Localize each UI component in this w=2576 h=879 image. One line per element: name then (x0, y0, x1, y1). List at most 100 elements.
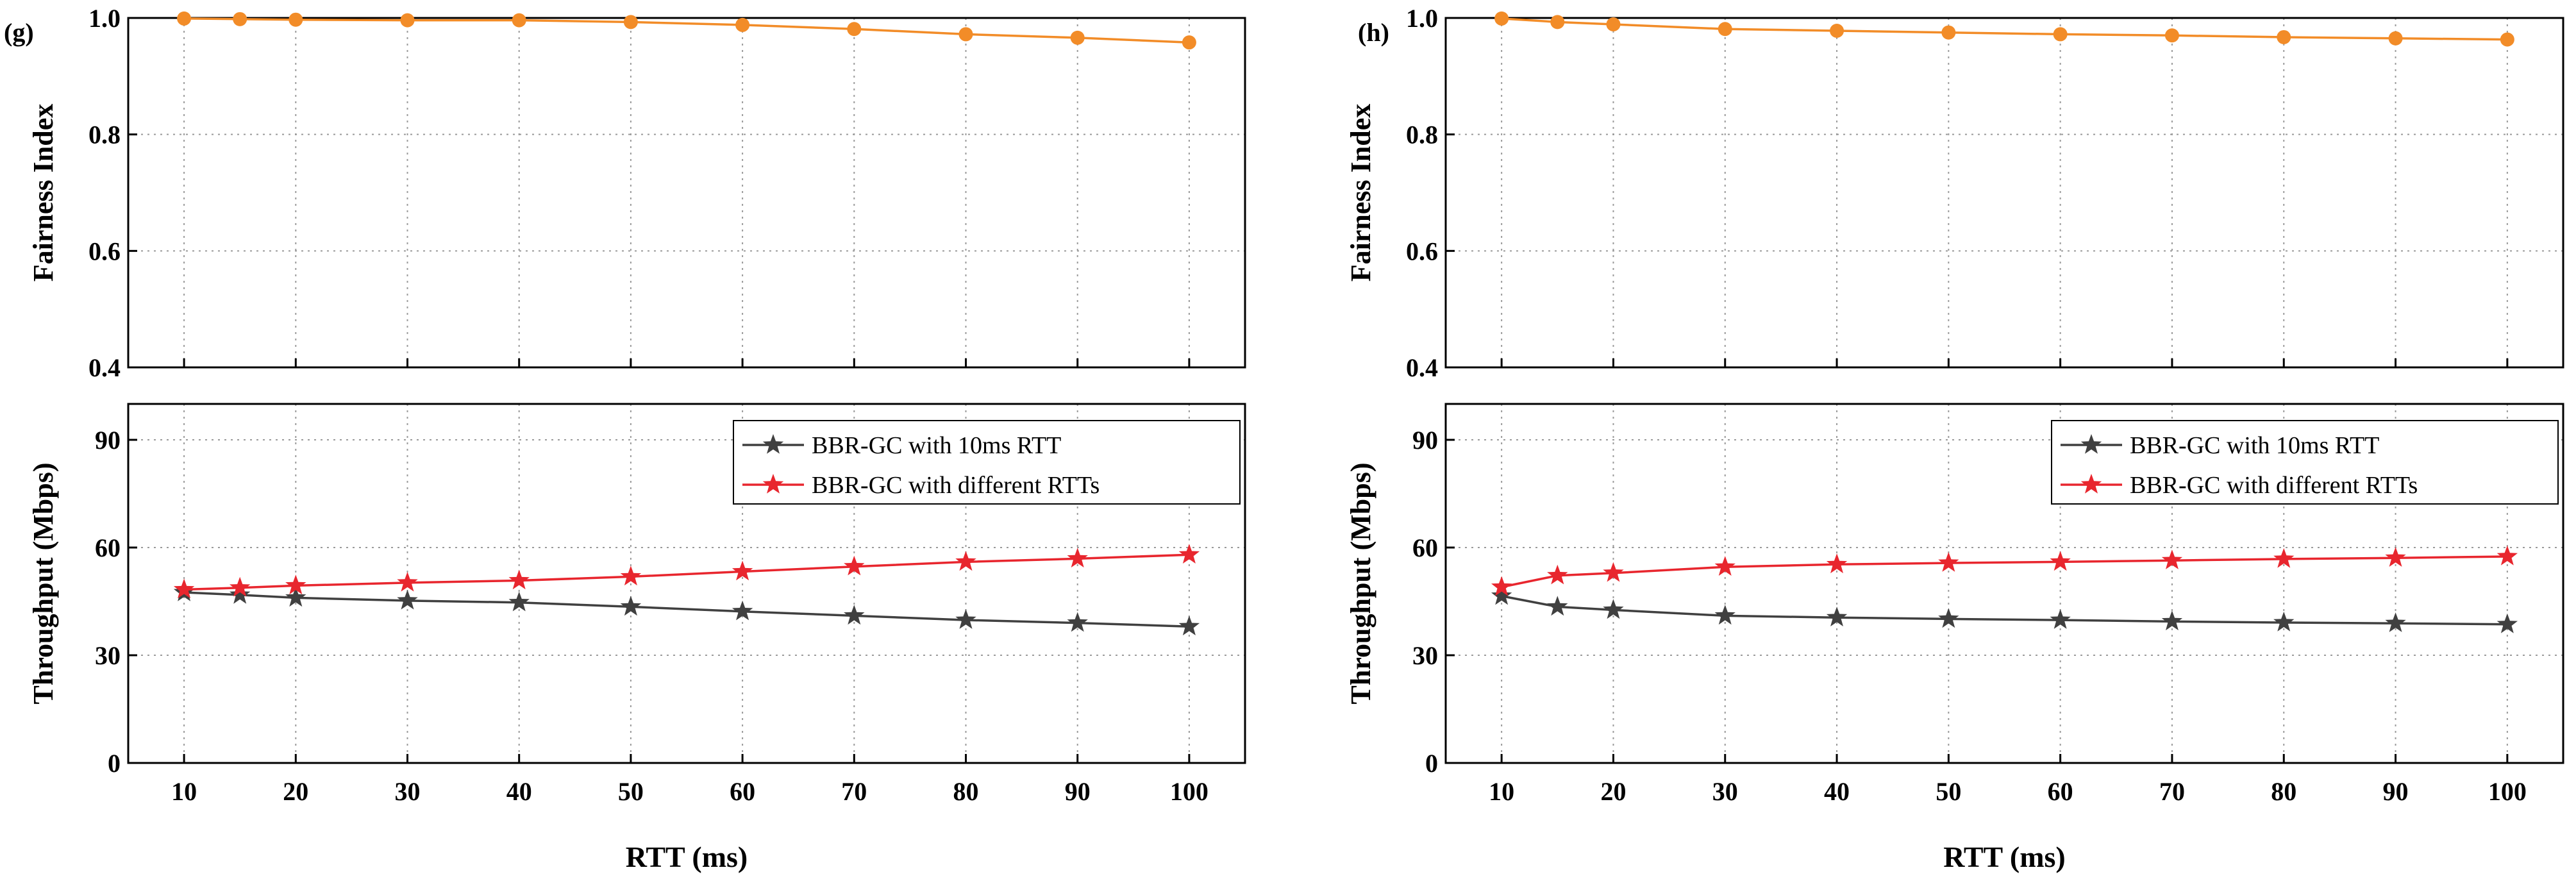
legend-marker-0 (762, 434, 784, 454)
fairness-data-point (1550, 15, 1565, 29)
fairness-data-point (289, 12, 303, 27)
y-tick-label: 0 (1425, 749, 1438, 778)
throughput-data-point-1 (2497, 546, 2518, 565)
legend-box (2051, 420, 2559, 505)
fairness-data-point (1941, 25, 1956, 40)
panel-h: 0.4 0.6 0.8 1.0 Fairness Index 0 30 60 90 Through… (1345, 4, 2564, 873)
throughput-data-point-1 (2050, 551, 2071, 571)
x-tick-label: 90 (1065, 777, 1091, 806)
fairness-data-point (233, 12, 247, 26)
fairness-data-point (1718, 22, 1732, 37)
x-tick-label: 20 (283, 777, 308, 806)
x-tick-label: 80 (953, 777, 979, 806)
x-tick-label: 100 (2488, 777, 2527, 806)
fairness-series-line-0 (184, 17, 1189, 44)
y-tick-label: 0.6 (88, 237, 121, 265)
throughput-data-point-1 (397, 571, 418, 592)
throughput-data-point-0 (1603, 599, 1624, 619)
x-tick-label: 70 (841, 777, 867, 806)
fairness-data-point (2164, 28, 2179, 43)
fairness-data-point (177, 11, 192, 26)
x-tick-label: 70 (2159, 777, 2185, 806)
throughput-data-point-0 (285, 587, 306, 607)
throughput-subplot: 0 30 60 90 Throughput (Mbps) BBR-GC with 10ms… (28, 403, 1246, 778)
y-tick-label: 90 (95, 426, 121, 455)
y-tick-label: 30 (95, 641, 121, 670)
throughput-data-point-1 (2273, 548, 2295, 568)
fairness-y-axis-label: Fairness Index (28, 104, 59, 281)
throughput-data-point-0 (2497, 613, 2518, 633)
x-tick-label: 40 (1824, 777, 1850, 806)
throughput-subplot: 0 30 60 90 Throughput (Mbps) BBR-GC with 10ms… (1345, 403, 2564, 778)
throughput-data-point-1 (1938, 552, 1959, 572)
fairness-data-point (512, 13, 526, 28)
y-tick-label: 0.8 (1406, 121, 1438, 149)
fairness-data-point (1494, 11, 1509, 26)
legend-marker-1 (2080, 474, 2102, 494)
x-tick-label: 100 (1170, 777, 1209, 806)
throughput-data-point-1 (285, 574, 306, 595)
throughput-data-point-0 (1826, 607, 1848, 626)
y-tick-label: 30 (1412, 641, 1438, 670)
y-tick-label: 1.0 (88, 4, 121, 33)
throughput-data-point-1 (844, 555, 865, 576)
throughput-data-point-1 (1714, 556, 1735, 576)
fairness-data-point (847, 22, 862, 37)
x-tick-label: 20 (1600, 777, 1626, 806)
throughput-data-point-1 (230, 576, 251, 597)
throughput-series-line-0 (184, 591, 1189, 628)
throughput-data-point-0 (955, 609, 976, 629)
throughput-data-point-1 (1178, 544, 1200, 564)
fairness-data-point (735, 17, 750, 32)
x-tick-label: 30 (395, 777, 421, 806)
legend-box (733, 420, 1241, 505)
fairness-plot-frame (1444, 17, 2564, 369)
y-tick-label: 90 (1412, 426, 1438, 455)
throughput-data-point-1 (620, 565, 642, 586)
fairness-y-axis-label: Fairness Index (1345, 104, 1376, 281)
throughput-data-point-1 (1603, 562, 1624, 582)
fairness-data-point (1182, 35, 1196, 50)
panel-label: (h) (1358, 18, 1389, 47)
throughput-data-point-1 (1491, 576, 1512, 596)
y-tick-label: 0.6 (1406, 237, 1438, 265)
throughput-data-point-0 (1178, 615, 1200, 635)
throughput-series-line-0 (1501, 594, 2507, 626)
legend-label-0: BBR-GC with 10ms RTT (2130, 432, 2379, 459)
legend-marker-0 (2080, 434, 2102, 454)
y-tick-label: 0.4 (88, 353, 121, 382)
throughput-data-point-0 (1547, 596, 1568, 616)
x-tick-label: 40 (506, 777, 532, 806)
fairness-series-line-0 (1501, 17, 2507, 41)
throughput-data-point-1 (508, 569, 530, 590)
fairness-data-point (2053, 27, 2068, 42)
y-tick-label: 0.4 (1406, 353, 1438, 382)
x-axis-label: RTT (ms) (1943, 841, 2066, 873)
fairness-data-point (1606, 17, 1621, 31)
fairness-subplot: 0.4 0.6 0.8 1.0 Fairness Index (1345, 4, 2564, 382)
throughput-data-point-0 (508, 591, 530, 612)
throughput-y-axis-label: Throughput (Mbps) (1345, 463, 1376, 705)
throughput-data-point-1 (1826, 553, 1848, 574)
x-tick-label: 10 (1489, 777, 1514, 806)
y-tick-label: 60 (1412, 533, 1438, 562)
throughput-y-axis-label: Throughput (Mbps) (28, 463, 59, 705)
throughput-data-point-0 (1491, 585, 1512, 605)
panel-label: (g) (4, 18, 34, 47)
legend-label-1: BBR-GC with different RTTs (812, 472, 1100, 499)
fairness-data-point (2277, 29, 2291, 44)
throughput-data-point-0 (1714, 605, 1735, 625)
fairness-data-point (1830, 23, 1844, 38)
x-axis-label: RTT (ms) (626, 841, 748, 873)
throughput-data-point-0 (2161, 610, 2183, 631)
fairness-data-point (1070, 30, 1085, 45)
throughput-data-point-1 (2385, 547, 2406, 567)
legend-marker-1 (762, 474, 784, 494)
fairness-data-point (2388, 31, 2403, 46)
fairness-data-point (958, 27, 973, 42)
throughput-series-line-1 (184, 553, 1189, 591)
throughput-data-point-1 (2161, 549, 2183, 569)
legend-label-1: BBR-GC with different RTTs (2130, 472, 2418, 499)
fairness-data-point (2500, 32, 2514, 47)
